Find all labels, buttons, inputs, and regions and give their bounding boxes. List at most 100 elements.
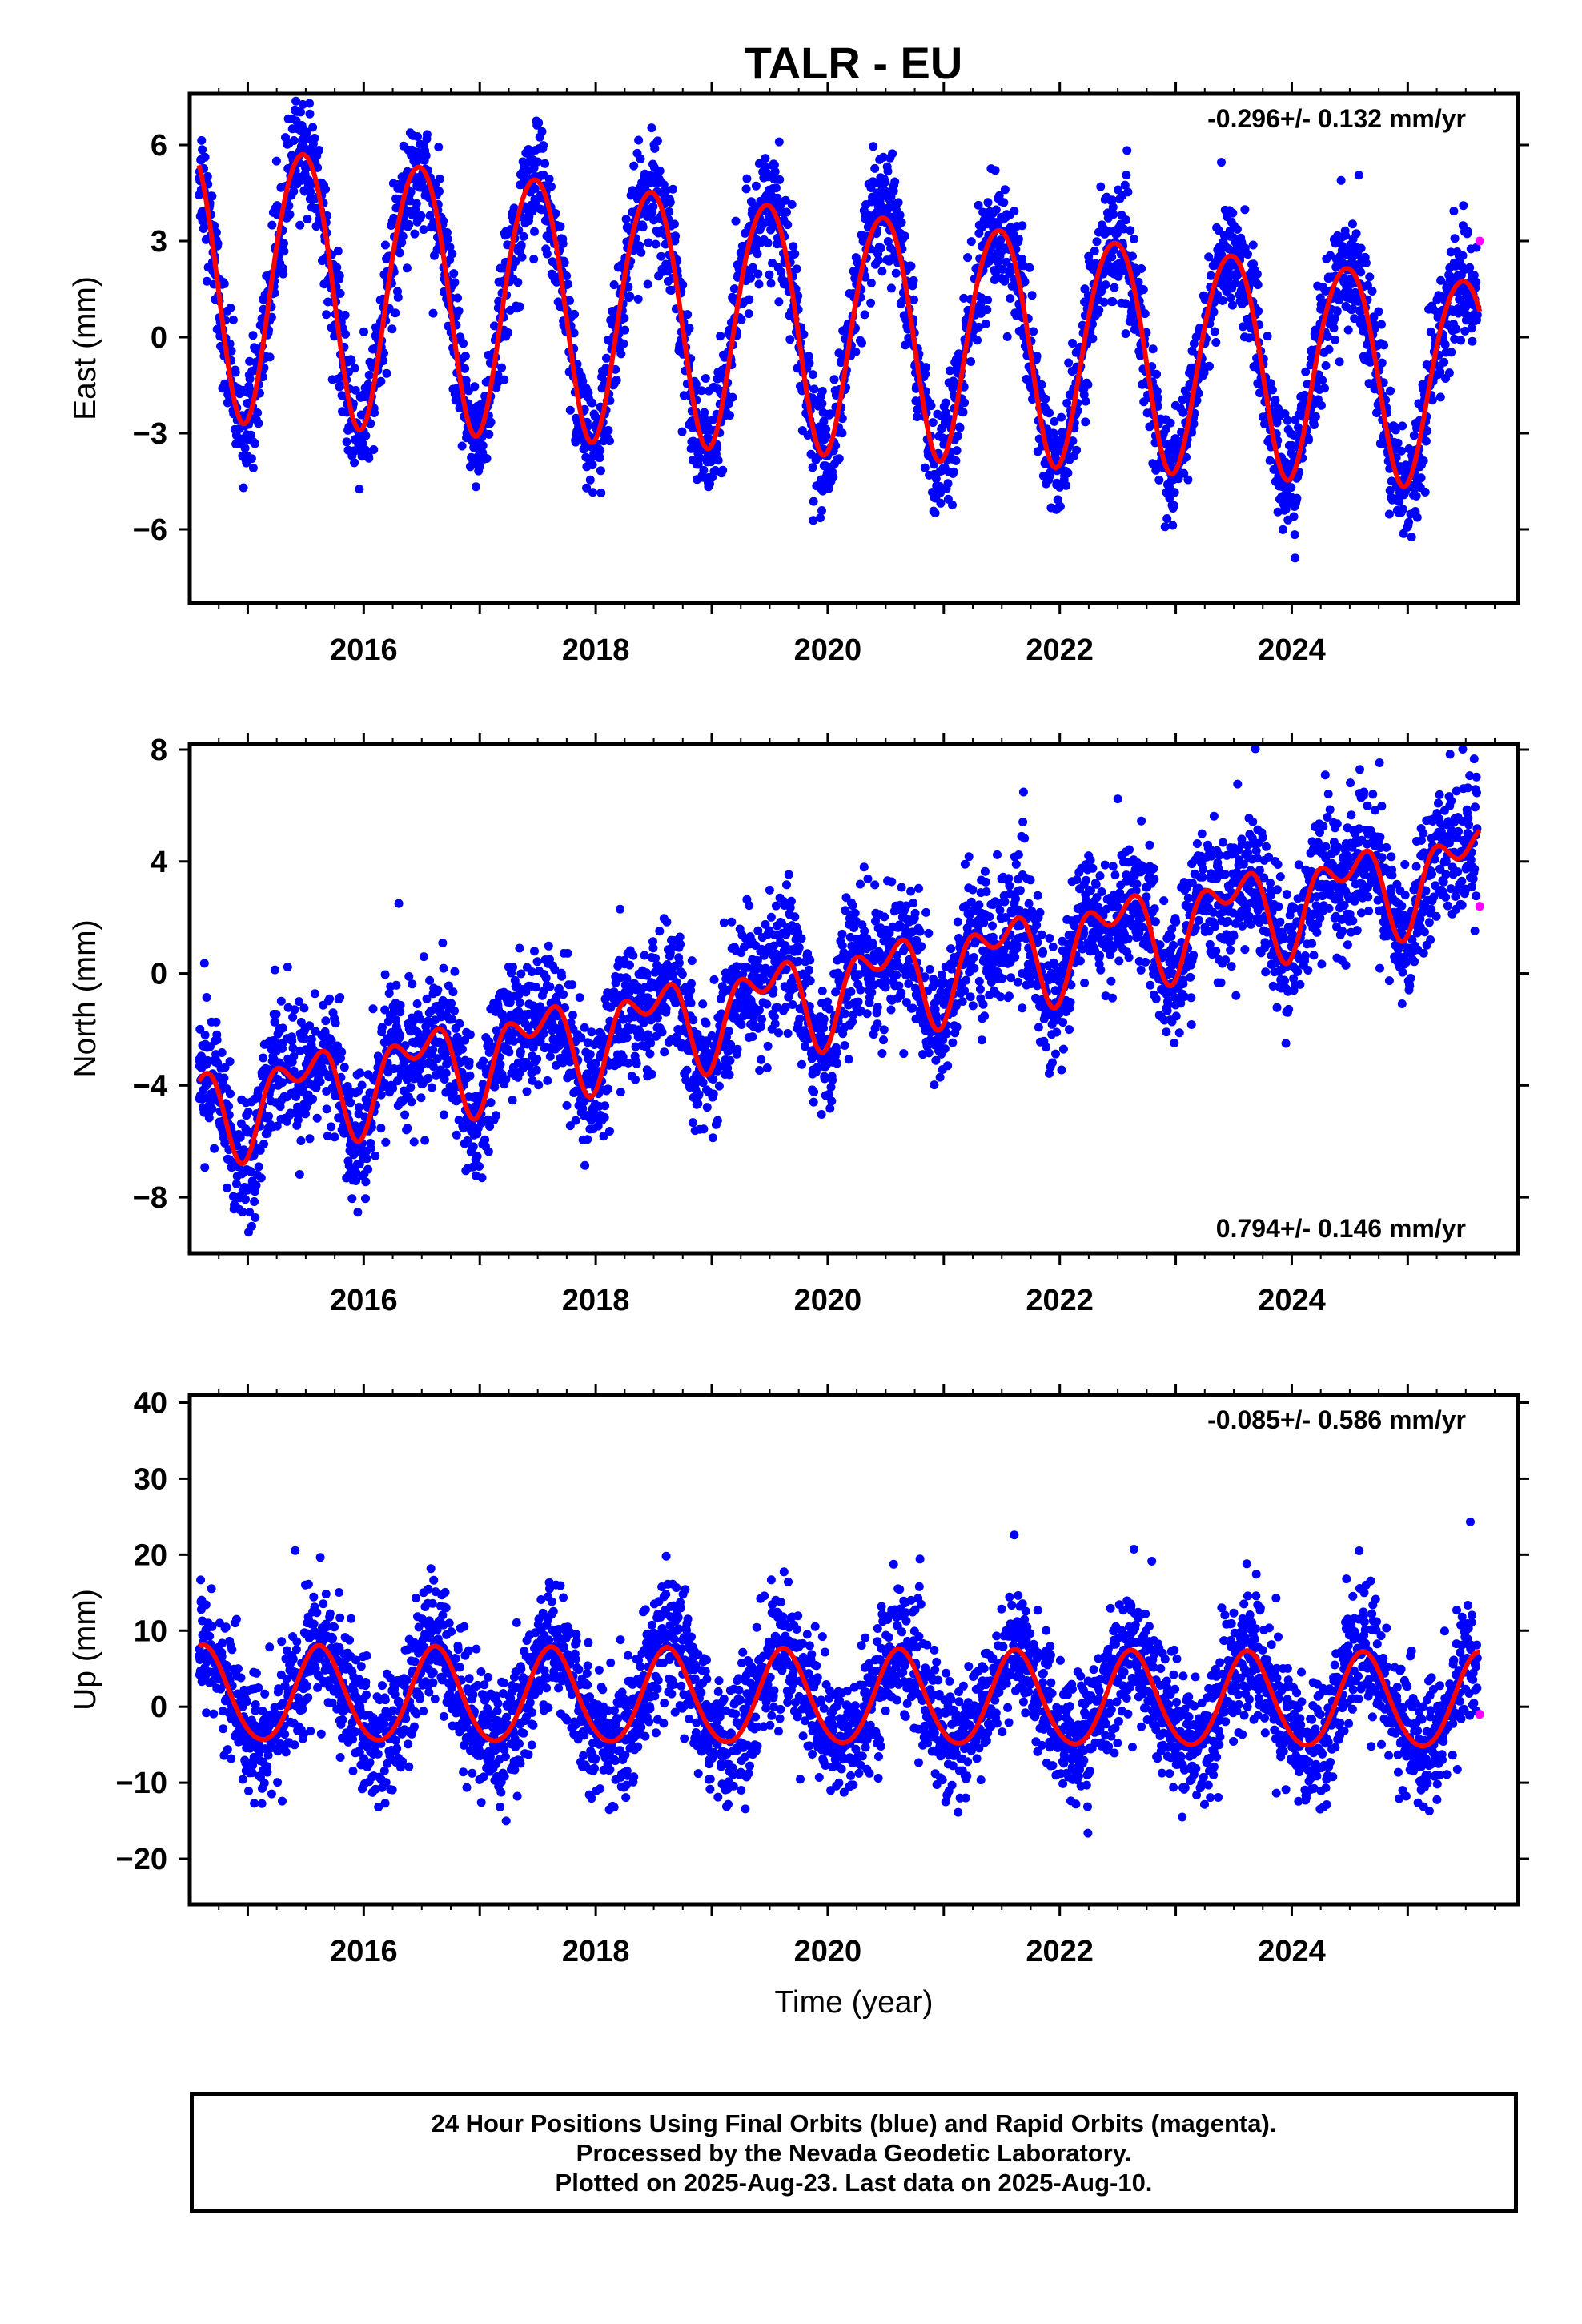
- data-point: [200, 152, 210, 162]
- data-point: [1283, 416, 1292, 425]
- data-point: [516, 1047, 525, 1056]
- data-point: [860, 310, 869, 320]
- data-point: [517, 252, 527, 262]
- data-point: [1330, 314, 1339, 324]
- data-point: [941, 398, 950, 408]
- data-point: [1232, 224, 1242, 234]
- data-point: [1444, 368, 1454, 378]
- data-point: [1062, 398, 1072, 408]
- data-point: [1209, 308, 1219, 316]
- data-point: [500, 375, 509, 384]
- data-point: [544, 941, 553, 951]
- data-point: [545, 1051, 555, 1061]
- data-point: [407, 1097, 416, 1107]
- data-point: [240, 444, 250, 453]
- data-point: [926, 401, 936, 411]
- data-point: [223, 1183, 231, 1192]
- data-point: [450, 278, 460, 287]
- data-point: [1032, 352, 1042, 361]
- data-point: [789, 242, 798, 251]
- data-point: [1010, 207, 1019, 216]
- data-point: [886, 283, 896, 293]
- data-point: [1182, 452, 1191, 462]
- data-point: [427, 1083, 436, 1092]
- data-point: [516, 240, 526, 250]
- data-point: [1096, 182, 1106, 191]
- data-point: [1271, 396, 1280, 404]
- data-point: [509, 203, 519, 213]
- data-point: [1416, 473, 1426, 483]
- data-point: [428, 1045, 438, 1055]
- data-point: [571, 1116, 580, 1125]
- data-point: [1350, 314, 1359, 324]
- data-point: [279, 239, 288, 248]
- data-point: [1309, 420, 1319, 429]
- east-model-curve: [196, 151, 1483, 489]
- data-point: [308, 123, 318, 132]
- data-point: [938, 433, 947, 443]
- data-point: [1468, 336, 1477, 346]
- data-point: [866, 298, 876, 308]
- data-point: [484, 429, 494, 439]
- data-point: [1045, 408, 1054, 418]
- data-point: [335, 271, 344, 280]
- data-point: [1148, 344, 1158, 354]
- data-point: [486, 417, 496, 427]
- data-point: [1290, 530, 1299, 540]
- data-point: [513, 278, 523, 287]
- data-point: [1165, 493, 1174, 503]
- data-point: [1099, 297, 1109, 307]
- data-point: [1427, 396, 1437, 405]
- data-point: [1472, 277, 1481, 287]
- data-point: [1227, 300, 1237, 310]
- data-point: [986, 251, 995, 260]
- data-point: [409, 1137, 419, 1147]
- data-point: [1107, 252, 1117, 262]
- data-point: [465, 1071, 475, 1080]
- data-point: [364, 371, 374, 380]
- data-point: [1108, 297, 1118, 307]
- data-point: [793, 292, 803, 300]
- data-point: [1411, 491, 1421, 501]
- data-point: [990, 275, 999, 284]
- data-point: [1199, 361, 1208, 371]
- data-point: [461, 376, 471, 385]
- data-point: [1301, 367, 1311, 376]
- data-point: [424, 1073, 433, 1083]
- data-point: [870, 163, 880, 173]
- data-point: [817, 399, 827, 408]
- data-point: [404, 971, 414, 981]
- data-point: [948, 501, 957, 509]
- data-point: [557, 971, 567, 981]
- data-point: [1027, 291, 1037, 300]
- data-point: [1240, 205, 1250, 215]
- data-point: [901, 340, 910, 350]
- data-point: [633, 294, 643, 304]
- data-point: [883, 167, 893, 176]
- data-point: [1452, 324, 1461, 334]
- data-point: [1289, 512, 1299, 521]
- data-point: [1377, 320, 1386, 329]
- data-point: [928, 418, 938, 428]
- data-point: [339, 1063, 349, 1072]
- data-point: [1128, 251, 1137, 261]
- data-point: [1152, 369, 1162, 379]
- data-point: [312, 1113, 322, 1123]
- data-point: [1239, 322, 1247, 332]
- data-point: [454, 306, 464, 316]
- data-point: [369, 445, 379, 454]
- data-point: [247, 454, 256, 464]
- data-point: [559, 990, 568, 999]
- y-tick-label: 3: [151, 225, 167, 259]
- data-point: [1267, 385, 1277, 395]
- data-point: [669, 184, 677, 194]
- data-point: [532, 1065, 541, 1075]
- data-point: [808, 463, 817, 472]
- data-point: [570, 309, 579, 319]
- data-point: [893, 198, 903, 207]
- data-point: [1064, 358, 1074, 368]
- data-point: [250, 1197, 259, 1206]
- data-point: [449, 269, 459, 279]
- data-point: [774, 297, 784, 307]
- data-point: [799, 330, 809, 339]
